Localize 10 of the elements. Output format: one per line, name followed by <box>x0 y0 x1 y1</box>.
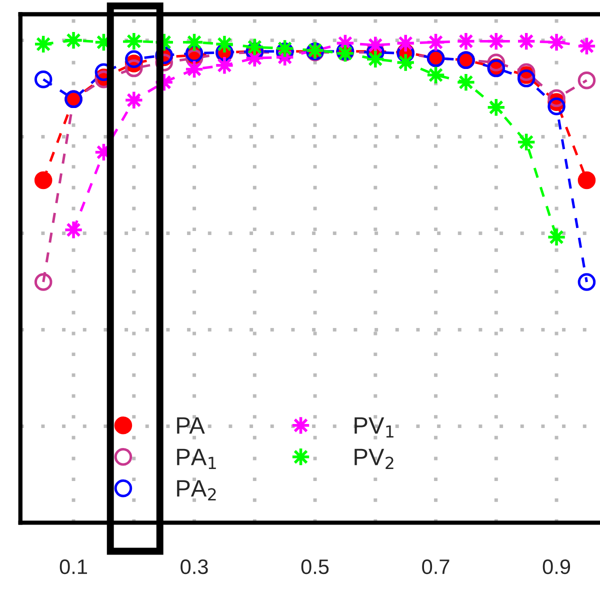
legend-label: PA <box>177 417 205 434</box>
x-tick-label: 0.3 <box>180 559 208 574</box>
legend-label: PA$_{2}$ <box>177 480 216 500</box>
legend-label: PV$_{2}$ <box>354 448 394 469</box>
x-tick-label: 0.9 <box>542 559 570 574</box>
x-tick-label: 0.5 <box>301 559 329 574</box>
x-tick-label: 0.7 <box>422 559 450 574</box>
legend-label: PV$_{1}$ <box>354 417 394 438</box>
x-tick-label: 0.1 <box>60 559 87 574</box>
legend-label: PA$_{1}$ <box>177 448 216 469</box>
